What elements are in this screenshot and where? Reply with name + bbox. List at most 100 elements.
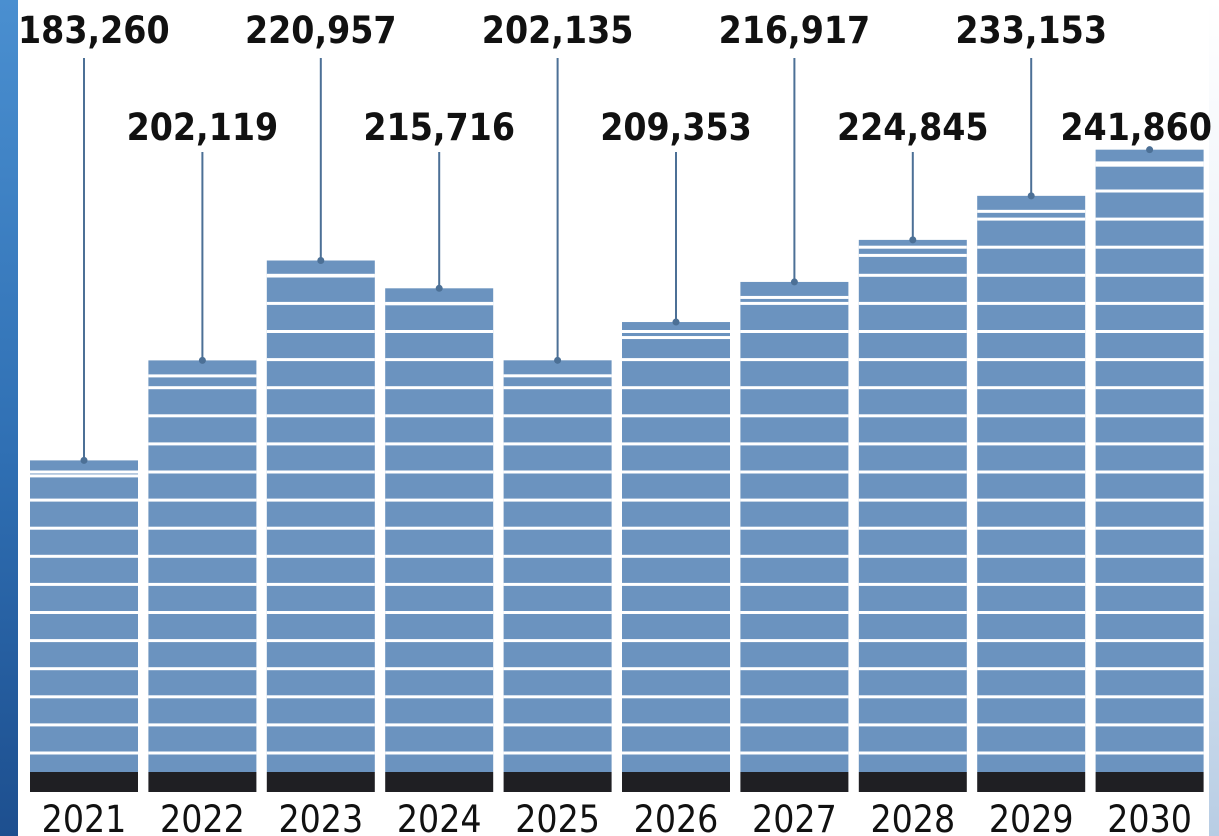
bar-stripe-2023 <box>266 414 375 418</box>
value-label-2029: 233,153 <box>955 9 1107 52</box>
bar-stripe-2026 <box>622 526 730 530</box>
bar-stripe-2026 <box>622 667 730 671</box>
bar-stripe-2025 <box>503 414 612 418</box>
bar-stripe-2027 <box>740 330 849 333</box>
bar-stripe-2021 <box>30 695 138 699</box>
year-label-2026: 2026 <box>634 798 719 836</box>
value-label-2026: 209,353 <box>600 106 752 149</box>
bar-stripe-2029 <box>977 582 1086 586</box>
bar-top-stripe-2022 <box>148 374 257 378</box>
bar-stripe-2028 <box>858 639 967 643</box>
bar-stripe-2029 <box>977 639 1086 643</box>
value-label-2027: 216,917 <box>719 9 871 52</box>
bar-stripe-2030 <box>1095 189 1204 193</box>
bar-stripe-2029 <box>977 751 1086 755</box>
bar-top-stripe-2027 <box>740 295 849 299</box>
bar-base-2027 <box>740 772 849 792</box>
year-label-2025: 2025 <box>515 798 600 836</box>
bar-base-2030 <box>1095 772 1204 792</box>
bar-stripe-2030 <box>1095 442 1204 446</box>
bar-stripe-2027 <box>740 358 849 362</box>
year-label-2021: 2021 <box>42 798 127 836</box>
bar-stripe-2024 <box>385 582 494 586</box>
bar-stripe-2023 <box>266 751 375 755</box>
bar-stripe-2028 <box>858 273 967 277</box>
bar-stripe-2023 <box>266 723 375 727</box>
bar-stripe-2030 <box>1095 358 1204 362</box>
bar-stripe-2021 <box>30 526 138 530</box>
bar-stripe-2021 <box>30 723 138 727</box>
year-label-2023: 2023 <box>278 798 363 836</box>
bar-stripe-2022 <box>148 582 257 586</box>
right-light-edge <box>1209 0 1219 836</box>
bar-stripe-2028 <box>858 526 967 530</box>
left-blue-edge <box>0 0 18 836</box>
leader-dot-2029 <box>1027 192 1035 200</box>
bar-stripe-2025 <box>503 639 612 643</box>
bar-stripe-2023 <box>266 330 375 333</box>
bar-stripe-2027 <box>740 442 849 446</box>
bar-stripe-2029 <box>977 723 1086 727</box>
bar-stripe-2026 <box>622 723 730 727</box>
bar-2026 <box>622 322 730 772</box>
bar-stripe-2023 <box>266 695 375 699</box>
bar-stripe-2027 <box>740 639 849 643</box>
year-label-2030: 2030 <box>1107 798 1192 836</box>
bar-stripe-2023 <box>266 667 375 671</box>
bar-stripe-2030 <box>1095 695 1204 699</box>
bar-top-stripe-2023 <box>266 274 375 278</box>
leader-dot-2023 <box>317 257 325 265</box>
bar-stripe-2027 <box>740 582 849 586</box>
bar-stripe-2027 <box>740 301 849 305</box>
bar-stripe-2024 <box>385 414 494 418</box>
bar-stripe-2025 <box>503 442 612 446</box>
bar-stripe-2022 <box>148 667 257 671</box>
bar-stripe-2025 <box>503 470 612 474</box>
bar-stripe-2026 <box>622 386 730 390</box>
leader-dot-2026 <box>672 318 680 326</box>
year-label-2022: 2022 <box>160 798 245 836</box>
bar-stripe-2024 <box>385 498 494 502</box>
value-label-2021: 183,260 <box>18 9 170 52</box>
bar-stripe-2024 <box>385 554 494 558</box>
bar-stripe-2030 <box>1095 526 1204 530</box>
bar-stripe-2028 <box>858 582 967 586</box>
bar-stripe-2027 <box>740 751 849 755</box>
bar-stripe-2025 <box>503 554 612 558</box>
bar-stripe-2026 <box>622 611 730 614</box>
bar-stripe-2027 <box>740 723 849 727</box>
bar-stripe-2023 <box>266 554 375 558</box>
bar-stripe-2029 <box>977 667 1086 671</box>
bar-stripe-2029 <box>977 695 1086 699</box>
bar-stripe-2028 <box>858 667 967 671</box>
bar-stripe-2021 <box>30 554 138 558</box>
bar-stripe-2030 <box>1095 470 1204 474</box>
leader-dot-2021 <box>80 456 88 464</box>
bar-stripe-2029 <box>977 273 1086 277</box>
bar-stripe-2024 <box>385 386 494 390</box>
bar-stripe-2022 <box>148 723 257 727</box>
bar-stripe-2025 <box>503 723 612 727</box>
bar-stripe-2025 <box>503 582 612 586</box>
bar-stripe-2027 <box>740 386 849 390</box>
bar-stripe-2021 <box>30 470 138 474</box>
bar-top-stripe-2030 <box>1095 163 1204 167</box>
bar-stripe-2029 <box>977 498 1086 502</box>
year-label-2027: 2027 <box>752 798 837 836</box>
leader-dot-2028 <box>909 236 917 244</box>
bar-base-2021 <box>30 772 138 792</box>
bar-stripe-2030 <box>1095 414 1204 418</box>
bar-stripe-2028 <box>858 751 967 755</box>
bars-layer <box>30 149 1204 792</box>
bar-stripe-2030 <box>1095 301 1204 305</box>
bar-stripe-2029 <box>977 245 1086 249</box>
bar-stripe-2023 <box>266 358 375 362</box>
value-label-2022: 202,119 <box>127 106 279 149</box>
bar-2025 <box>503 360 612 772</box>
value-label-2025: 202,135 <box>482 9 634 52</box>
bar-stripe-2027 <box>740 498 849 502</box>
bar-stripe-2021 <box>30 667 138 671</box>
bar-stripe-2027 <box>740 526 849 530</box>
bar-stripe-2022 <box>148 554 257 558</box>
